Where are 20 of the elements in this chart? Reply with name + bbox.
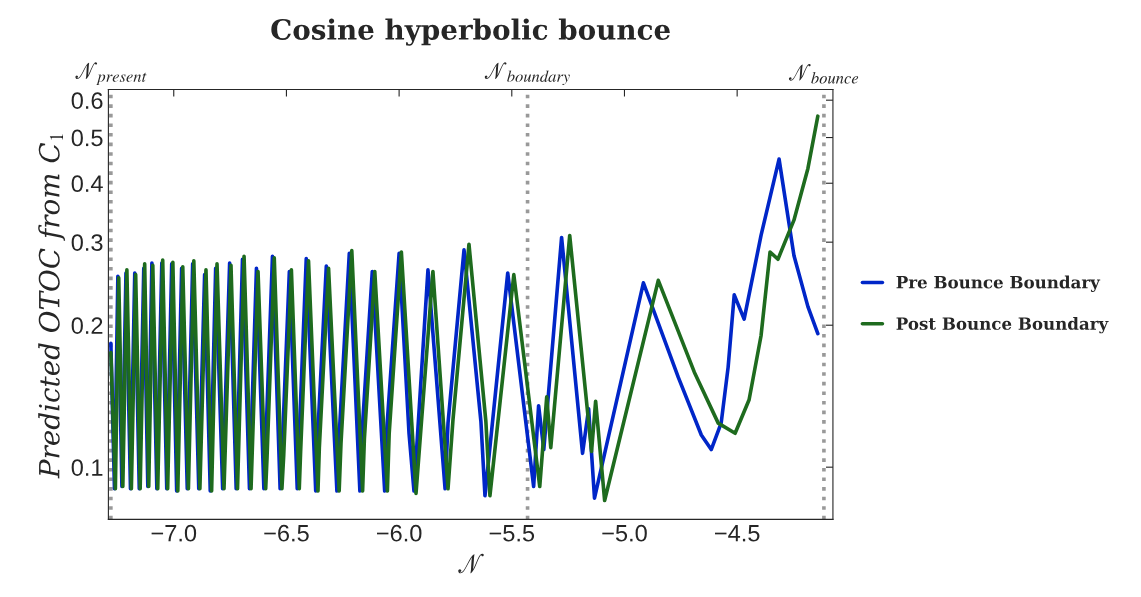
x-tick-label: −5.5 [489,525,535,542]
y-tick-label: 0.6 [71,92,103,109]
y-tick-label: 0.2 [71,317,103,334]
ref-line-label: 𝒩$_{bounce}$ [788,64,859,84]
x-tick-label: −5.0 [602,524,647,542]
y-tick-label: 0.3 [71,234,103,251]
y-tick-label: 0.1 [71,459,103,476]
legend-label: Pre Bounce Boundary [896,275,1101,292]
y-tick-label: 0.5 [71,129,103,147]
x-tick-label: −6.0 [376,524,422,542]
legend-label: Post Bounce Boundary [896,316,1109,334]
y-tick-label: 0.4 [71,175,103,193]
y-axis-title: Predicted OTOC from C$_{1}$ [38,134,66,479]
chart-title: Cosine hyperbolic bounce [271,18,670,46]
x-tick-label: −6.5 [264,524,309,542]
x-tick-label: −4.5 [715,525,760,542]
ref-line-label: 𝒩$_{boundary}$ [484,62,570,86]
x-axis-title: 𝒩 [458,553,484,574]
x-tick-label: −7.0 [151,524,197,542]
ref-line-label: 𝒩$_{present}$ [75,62,147,86]
